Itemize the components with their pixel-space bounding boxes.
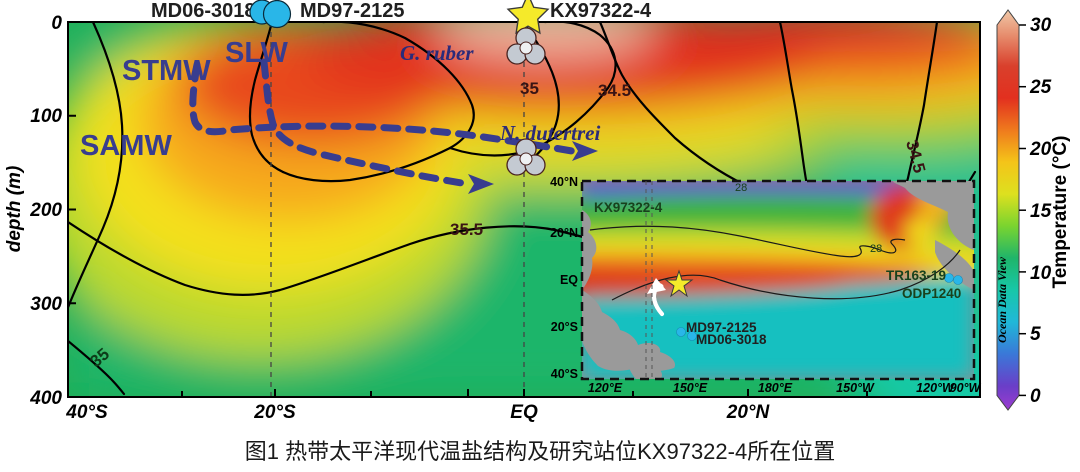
svg-text:TR163-19: TR163-19 (886, 268, 946, 283)
svg-text:MD06-3018: MD06-3018 (151, 0, 256, 22)
svg-text:15: 15 (1030, 201, 1052, 222)
svg-text:20°N: 20°N (726, 402, 771, 423)
svg-text:40°N: 40°N (550, 175, 578, 189)
svg-text:KX97322-4: KX97322-4 (550, 0, 652, 22)
svg-text:35: 35 (520, 79, 539, 98)
svg-text:150°E: 150°E (673, 381, 708, 395)
svg-text:depth (m): depth (m) (4, 166, 25, 253)
svg-text:10: 10 (1030, 263, 1052, 284)
svg-text:5: 5 (1030, 324, 1041, 345)
svg-text:SLW: SLW (225, 37, 288, 69)
svg-text:30: 30 (1030, 15, 1052, 36)
svg-text:Ocean Data View: Ocean Data View (995, 256, 1009, 343)
svg-text:180°E: 180°E (758, 381, 793, 395)
svg-text:150°W: 150°W (836, 381, 875, 395)
svg-text:35.5: 35.5 (450, 220, 483, 239)
svg-text:34.5: 34.5 (598, 81, 631, 100)
svg-text:100: 100 (30, 106, 62, 127)
svg-text:ODP1240: ODP1240 (902, 286, 961, 301)
svg-text:SAMW: SAMW (80, 130, 172, 162)
svg-text:Temperature (°C): Temperature (°C) (1050, 136, 1071, 289)
svg-text:0: 0 (51, 13, 62, 34)
svg-text:40°S: 40°S (65, 402, 108, 423)
svg-text:N. dutertrei: N. dutertrei (499, 121, 601, 145)
svg-text:40°S: 40°S (551, 367, 578, 381)
svg-text:EQ: EQ (560, 273, 578, 287)
svg-text:G. ruber: G. ruber (400, 41, 474, 65)
svg-text:25: 25 (1029, 77, 1052, 98)
svg-text:20°N: 20°N (550, 226, 578, 240)
svg-text:0: 0 (1030, 386, 1041, 407)
svg-text:20: 20 (1029, 139, 1052, 160)
svg-text:28: 28 (870, 243, 882, 255)
svg-text:28: 28 (735, 182, 747, 194)
svg-text:120°E: 120°E (588, 381, 623, 395)
svg-text:90°W: 90°W (950, 381, 982, 395)
svg-text:KX97322-4: KX97322-4 (594, 200, 663, 215)
svg-text:MD06-3018: MD06-3018 (696, 332, 767, 347)
svg-text:20°S: 20°S (253, 402, 296, 423)
svg-text:200: 200 (29, 200, 62, 221)
svg-text:400: 400 (29, 388, 62, 409)
svg-text:20°S: 20°S (551, 320, 578, 334)
svg-text:300: 300 (30, 294, 62, 315)
svg-text:MD97-2125: MD97-2125 (300, 0, 405, 22)
svg-text:EQ: EQ (510, 402, 538, 423)
